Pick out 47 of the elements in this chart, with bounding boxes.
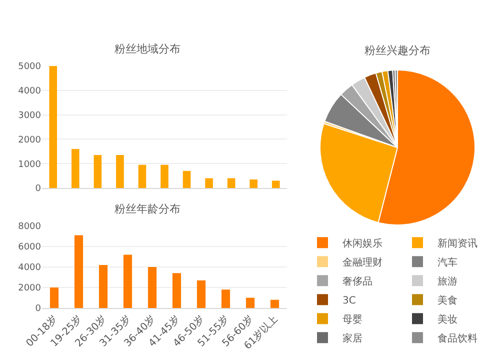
y-tick-label: 3000: [18, 110, 42, 121]
legend-label: 母婴: [342, 314, 362, 326]
y-tick-label: 8000: [18, 222, 42, 232]
bar: [272, 180, 280, 188]
bar: [148, 267, 157, 308]
bar: [221, 290, 230, 308]
bar: [270, 300, 280, 308]
legend-label: 家居: [342, 332, 362, 344]
chart-title: 粉丝兴趣分布: [364, 44, 430, 58]
bar: [196, 280, 206, 308]
legend-label: 休闲娱乐: [342, 238, 382, 250]
y-tick-label: 1000: [18, 160, 42, 170]
y-tick-label: 0: [35, 304, 42, 314]
bar: [250, 179, 258, 188]
bar: [94, 155, 102, 188]
bar: [50, 288, 59, 308]
legend-label: 奢侈品: [342, 276, 372, 288]
legend-label: 汽车: [438, 256, 458, 268]
y-tick-label: 4000: [18, 86, 42, 97]
bar: [246, 298, 255, 308]
y-tick-label: 4000: [18, 263, 42, 274]
legend-label: 3C: [342, 296, 356, 306]
y-tick-label: 0: [35, 184, 42, 194]
bar: [172, 273, 182, 308]
bar: [227, 178, 236, 188]
bar: [74, 235, 84, 308]
bar: [49, 66, 58, 188]
bar: [72, 148, 80, 188]
legend-label: 美食: [438, 294, 458, 306]
y-tick-label: 6000: [18, 242, 42, 253]
bar: [116, 155, 124, 188]
bar: [160, 164, 168, 188]
legend-label: 新闻资讯: [438, 238, 478, 250]
y-tick-label: 2000: [18, 284, 42, 294]
legend-label: 食品饮料: [438, 332, 478, 344]
y-tick-label: 5000: [18, 62, 42, 72]
legend-label: 旅游: [438, 276, 458, 288]
chart-title: 粉丝地域分布: [114, 42, 180, 56]
legend-label: 金融理财: [342, 256, 382, 268]
bar: [182, 170, 191, 188]
legend-label: 美妆: [438, 314, 458, 326]
bar: [205, 178, 213, 188]
bar: [123, 254, 132, 308]
y-tick-label: 2000: [18, 135, 42, 146]
chart-title: 粉丝年龄分布: [114, 202, 180, 216]
bar: [98, 264, 108, 308]
bar: [138, 164, 146, 188]
